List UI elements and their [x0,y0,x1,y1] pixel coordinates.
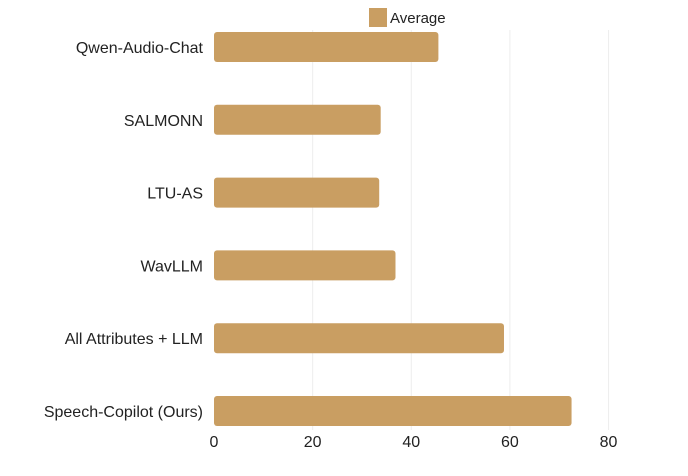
x-tick-label-0: 0 [210,434,219,451]
bars [214,32,572,426]
category-label-all-attributes-llm: All Attributes + LLM [65,331,203,348]
bar-qwen-audio-chat [214,32,439,62]
x-tick-label-60: 60 [501,434,519,451]
grid-lines [312,30,610,430]
x-tick-label-40: 40 [402,434,420,451]
bar-wavllm [214,250,396,281]
x-tick-label-20: 20 [304,434,322,451]
category-label-speech-copilot-ours: Speech-Copilot (Ours) [44,404,203,421]
category-label-salmonn: SALMONN [124,113,203,130]
category-label-qwen-audio-chat: Qwen-Audio-Chat [76,40,204,57]
bar-all-attributes-llm [214,323,504,354]
x-tick-label-80: 80 [600,434,618,451]
bar-salmonn [214,104,381,135]
legend: Average [369,8,446,27]
x-axis-tick-labels: 0 20 40 60 80 [210,434,618,451]
category-label-wavllm: WavLLM [140,258,203,275]
bar-ltu-as [214,177,380,208]
legend-label-average: Average [390,10,446,27]
category-labels: Qwen-Audio-Chat SALMONN LTU-AS WavLLM All At… [44,40,204,421]
bar-speech-copilot-ours [214,396,572,426]
legend-swatch-average [369,8,387,27]
category-label-ltu-as: LTU-AS [147,186,203,203]
